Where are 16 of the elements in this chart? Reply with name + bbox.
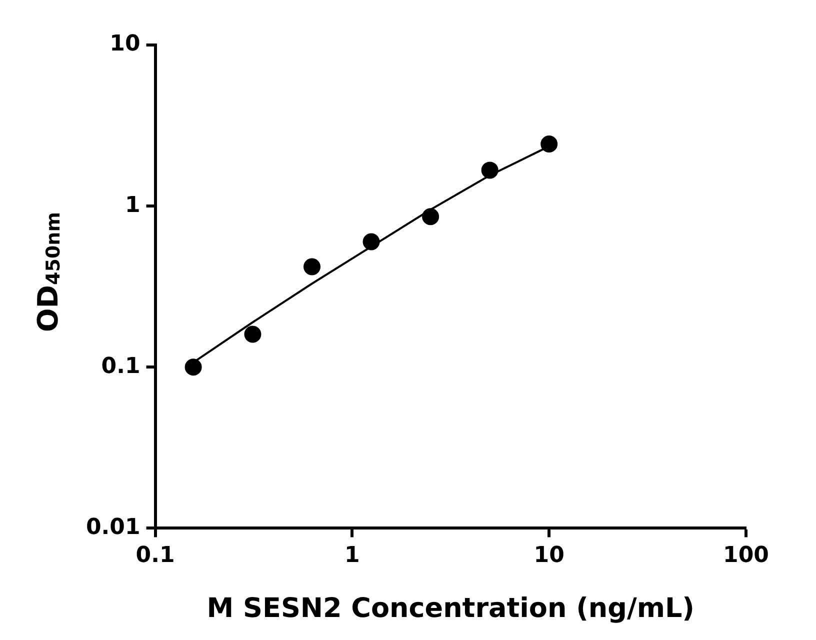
y-tick-label: 0.01 <box>86 514 140 540</box>
point <box>540 135 558 152</box>
x-tick-label: 0.1 <box>136 543 175 568</box>
y-tick-label: 1 <box>124 192 140 218</box>
point <box>184 358 202 376</box>
y-tick-label: 10 <box>110 32 140 57</box>
point <box>244 326 262 343</box>
x-tick-label: 10 <box>534 543 564 568</box>
point <box>481 162 498 179</box>
x-axis-title: M SESN2 Concentration (ng/mL) <box>206 592 694 624</box>
point <box>362 233 380 250</box>
y-tick-label: 0.1 <box>101 354 140 379</box>
x-tick-label: 100 <box>723 543 769 568</box>
point <box>422 208 440 226</box>
x-tick-label: 1 <box>344 543 360 568</box>
point <box>303 258 320 276</box>
